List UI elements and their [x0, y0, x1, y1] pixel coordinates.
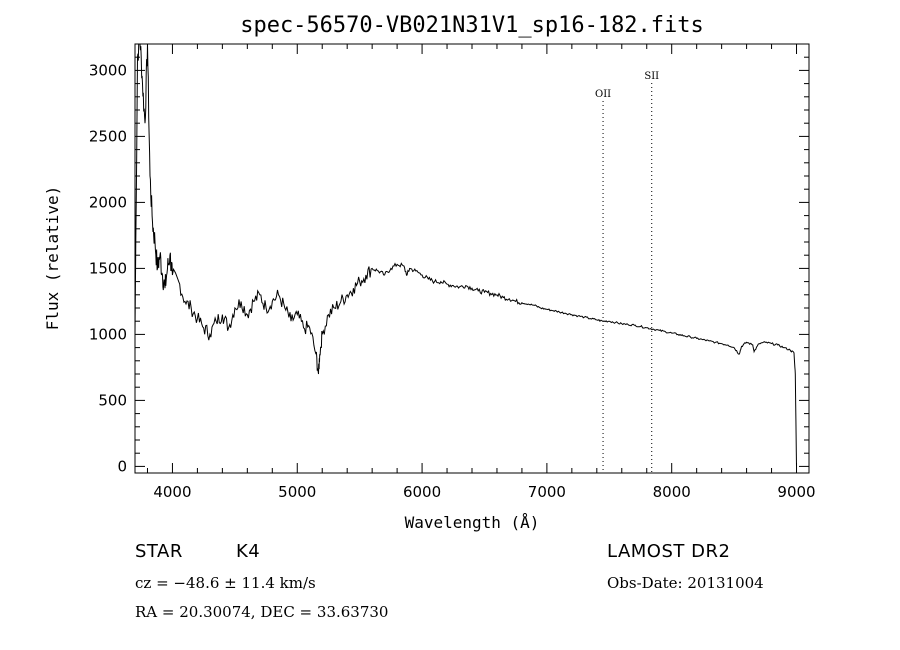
y-tick-label: 500	[98, 391, 127, 409]
y-tick-label: 1500	[89, 259, 127, 277]
survey-name: LAMOST DR2	[607, 541, 731, 562]
redshift-cz: cz = −48.6 ± 11.4 km/s	[135, 574, 316, 592]
chart-title: spec-56570-VB021N31V1_sp16-182.fits	[240, 13, 704, 38]
y-tick-label: 2000	[89, 193, 127, 211]
object-class: STAR	[135, 541, 183, 562]
plot-frame	[134, 43, 810, 474]
ra-dec: RA = 20.30074, DEC = 33.63730	[135, 603, 389, 621]
x-tick-label: 7000	[528, 483, 566, 501]
axis-tick-labels: 4000 5000 6000 7000 8000 9000 0 500 1000 1500 2000…	[89, 61, 816, 501]
obs-date: Obs-Date: 20131004	[607, 574, 764, 592]
x-tick-label: 6000	[403, 483, 441, 501]
x-tick-label: 5000	[278, 483, 316, 501]
y-tick-label: 2500	[89, 127, 127, 145]
y-tick-label: 3000	[89, 61, 127, 79]
y-tick-label: 1000	[89, 325, 127, 343]
axis-ticks	[135, 44, 809, 473]
annotation-label: SII	[644, 71, 659, 82]
spectrum-line	[134, 43, 797, 467]
x-axis-label: Wavelength (Å)	[405, 513, 540, 532]
x-tick-label: 4000	[153, 483, 191, 501]
line-annotations: OII SII	[595, 71, 659, 473]
y-tick-label: 0	[117, 457, 127, 475]
x-tick-label: 8000	[653, 483, 691, 501]
object-subclass: K4	[236, 541, 261, 562]
annotation-label: OII	[595, 89, 611, 100]
x-tick-label: 9000	[777, 483, 815, 501]
y-axis-label: Flux (relative)	[43, 186, 62, 331]
